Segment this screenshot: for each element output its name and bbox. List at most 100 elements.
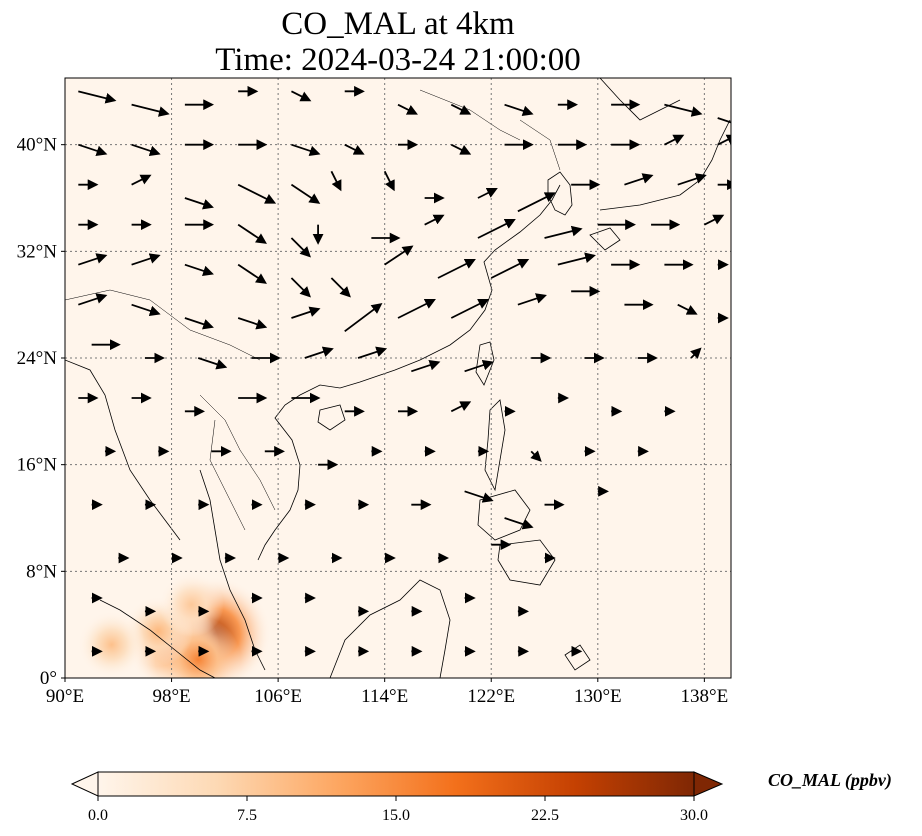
- wind-arrow: [344, 303, 383, 333]
- wind-vectors: [78, 85, 731, 657]
- coastlines: [65, 78, 731, 678]
- lon-tick-label: 98°E: [152, 686, 190, 707]
- wind-arrow: [291, 306, 321, 319]
- wind-arrow: [717, 134, 731, 146]
- lon-tick-label: 138°E: [681, 686, 729, 707]
- lat-tick-label: 24°N: [17, 348, 58, 369]
- wind-arrow: [131, 253, 161, 266]
- wind-arrow: [78, 293, 108, 306]
- wind-arrow: [437, 259, 476, 279]
- lon-tick-label: 130°E: [574, 686, 622, 707]
- wind-arrow: [677, 303, 698, 315]
- wind-arrow: [304, 346, 334, 359]
- lon-tick-label: 90°E: [46, 686, 84, 707]
- wind-arrow: [184, 263, 214, 277]
- wind-arrow: [184, 317, 214, 330]
- coastline-visayas: [477, 489, 531, 541]
- wind-arrow: [290, 237, 311, 258]
- wind-arrow: [290, 183, 321, 204]
- colorbar-extend-max: [693, 771, 724, 797]
- wind-arrow: [517, 192, 556, 213]
- wind-arrow: [544, 225, 583, 239]
- border-inland-north: [65, 89, 521, 361]
- colorbar-gradient: [97, 771, 695, 797]
- wind-arrow: [477, 219, 516, 239]
- gridlines: [65, 78, 731, 678]
- wind-arrow: [237, 183, 277, 204]
- wind-arrow: [664, 103, 703, 117]
- coastline-malay-peninsula: [199, 469, 266, 671]
- coastline-mindanao: [497, 539, 556, 586]
- wind-arrow: [357, 346, 388, 359]
- wind-arrow: [184, 197, 214, 210]
- wind-arrow: [131, 303, 161, 317]
- concentration-field: [77, 572, 272, 678]
- lat-tick-label: 8°N: [26, 561, 57, 582]
- wind-arrow: [131, 143, 161, 157]
- longitude-tick-labels: 90°E 98°E 106°E 114°E 122°E 130°E 138°E: [46, 678, 728, 707]
- wind-arrow: [290, 277, 311, 298]
- lon-tick-label: 122°E: [467, 686, 515, 707]
- wind-arrow: [237, 263, 267, 284]
- wind-arrow: [477, 188, 498, 199]
- wind-arrow: [690, 347, 702, 359]
- wind-arrow: [464, 359, 494, 373]
- wind-arrow: [397, 103, 418, 115]
- wind-arrow: [504, 103, 534, 117]
- colorbar-ticks: 0.0 7.5 15.0 22.5 30.0: [88, 796, 708, 824]
- lat-tick-label: 0°: [40, 668, 57, 689]
- lat-tick-label: 16°N: [17, 455, 58, 476]
- coastline-sumatra: [99, 599, 216, 678]
- wind-arrow: [450, 103, 472, 115]
- colorbar-tick-label: 22.5: [531, 807, 559, 824]
- colorbar-tick-label: 7.5: [237, 807, 257, 824]
- map-title-line-2: Time: 2024-03-24 21:00:00: [215, 42, 581, 78]
- wind-arrow: [383, 170, 395, 192]
- colorbar-extend-min: [70, 771, 99, 797]
- colorbar-tick-label: 0.0: [88, 807, 108, 824]
- wind-arrow: [291, 90, 312, 102]
- coastline-hainan: [317, 404, 346, 431]
- wind-arrow: [344, 143, 365, 155]
- wind-arrow: [197, 357, 228, 370]
- wind-arrow: [330, 277, 351, 298]
- co-hotspot: [77, 610, 146, 678]
- map-title-line-1: CO_MAL at 4km: [281, 6, 515, 42]
- lat-tick-label: 40°N: [17, 135, 58, 156]
- wind-arrow: [78, 253, 108, 266]
- coastline-china-vietnam: [257, 184, 561, 561]
- wind-arrow: [131, 174, 152, 186]
- wind-arrow: [717, 117, 731, 124]
- border-indochina: [199, 394, 276, 531]
- wind-arrow: [504, 517, 534, 530]
- wind-arrow: [78, 90, 117, 104]
- wind-arrow: [677, 173, 707, 186]
- wind-arrow: [663, 134, 685, 146]
- wind-arrow: [450, 401, 472, 413]
- coastline-bay-of-bengal: [65, 359, 181, 541]
- wind-arrow: [703, 214, 725, 226]
- wind-arrow: [450, 299, 490, 319]
- wind-arrow: [384, 245, 414, 266]
- colorbar-tick-label: 30.0: [680, 807, 708, 824]
- wind-arrow: [624, 173, 654, 186]
- wind-arrow: [330, 170, 342, 192]
- wind-arrow: [424, 214, 445, 226]
- wind-arrow: [450, 143, 472, 155]
- colorbar-tick-label: 15.0: [382, 807, 410, 824]
- wind-arrow: [291, 143, 321, 157]
- wind-arrow: [557, 252, 596, 266]
- wind-arrow: [517, 293, 547, 306]
- wind-arrow: [490, 259, 530, 279]
- wind-arrow: [131, 103, 170, 117]
- wind-arrow: [411, 359, 441, 373]
- wind-arrow: [530, 450, 542, 462]
- wind-arrow: [78, 143, 108, 157]
- coastline-north-east: [599, 78, 681, 121]
- map-frame: [64, 77, 732, 679]
- coastline-borneo: [329, 579, 451, 678]
- colorbar: 0.0 7.5 15.0 22.5 30.0: [70, 771, 724, 824]
- latitude-tick-labels: 0° 8°N 16°N 24°N 32°N 40°N: [17, 135, 65, 689]
- wind-arrow: [397, 299, 436, 319]
